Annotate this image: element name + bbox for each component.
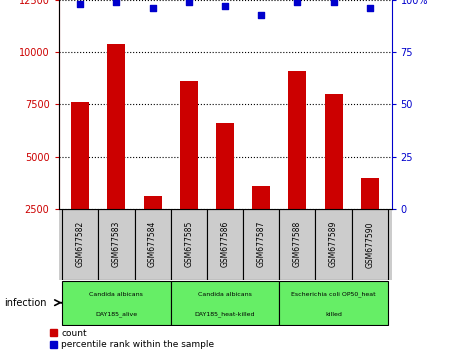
- Text: GSM677586: GSM677586: [220, 221, 230, 268]
- Bar: [288, 71, 306, 261]
- Text: GSM677590: GSM677590: [365, 221, 374, 268]
- Bar: [62, 281, 171, 325]
- Bar: [144, 196, 162, 261]
- Text: GSM677589: GSM677589: [329, 221, 338, 268]
- Text: infection: infection: [4, 298, 47, 308]
- Bar: [216, 123, 234, 261]
- Bar: [352, 209, 388, 280]
- Text: GSM677582: GSM677582: [76, 221, 85, 267]
- Bar: [243, 209, 279, 280]
- Text: DAY185_alive: DAY185_alive: [95, 311, 138, 317]
- Text: GSM677588: GSM677588: [293, 221, 302, 267]
- Text: GSM677583: GSM677583: [112, 221, 121, 268]
- Bar: [98, 209, 135, 280]
- Point: [330, 0, 337, 5]
- Bar: [180, 81, 198, 261]
- Bar: [279, 209, 315, 280]
- Bar: [315, 209, 352, 280]
- Point: [221, 4, 229, 9]
- Point: [294, 0, 301, 5]
- Legend: count, percentile rank within the sample: count, percentile rank within the sample: [50, 329, 214, 349]
- Text: Escherichia coli OP50_heat: Escherichia coli OP50_heat: [291, 292, 376, 297]
- Bar: [135, 209, 171, 280]
- Text: Candida albicans: Candida albicans: [90, 292, 144, 297]
- Text: killed: killed: [325, 312, 342, 317]
- Text: DAY185_heat-killed: DAY185_heat-killed: [195, 311, 255, 317]
- Text: GSM677585: GSM677585: [184, 221, 194, 268]
- Point: [76, 1, 84, 7]
- Bar: [207, 209, 243, 280]
- Bar: [171, 209, 207, 280]
- Text: Candida albicans: Candida albicans: [198, 292, 252, 297]
- Point: [113, 0, 120, 5]
- Bar: [62, 209, 98, 280]
- Point: [185, 0, 193, 5]
- Bar: [71, 102, 89, 261]
- Bar: [324, 94, 342, 261]
- Bar: [361, 178, 379, 261]
- Bar: [108, 44, 126, 261]
- Text: GSM677584: GSM677584: [148, 221, 157, 268]
- Point: [257, 12, 265, 17]
- Bar: [279, 281, 388, 325]
- Point: [149, 6, 156, 11]
- Point: [366, 6, 373, 11]
- Bar: [171, 281, 279, 325]
- Text: GSM677587: GSM677587: [256, 221, 266, 268]
- Bar: [252, 186, 270, 261]
